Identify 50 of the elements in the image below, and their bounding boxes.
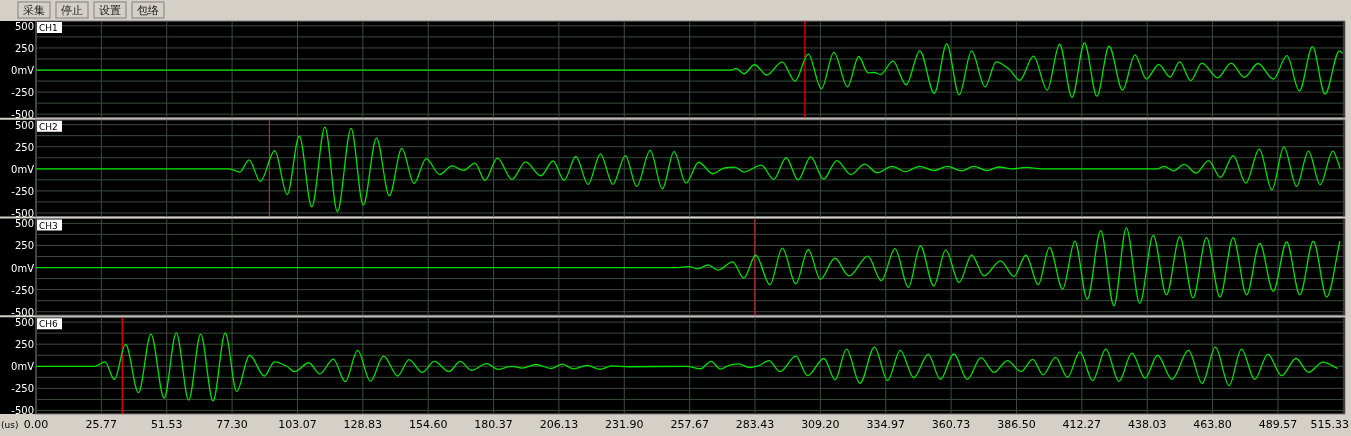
x-tick-label: 360.73 bbox=[931, 418, 971, 431]
x-tick-label: 103.07 bbox=[278, 418, 317, 431]
x-tick-label: 77.30 bbox=[216, 418, 248, 431]
x-tick-label: 515.33 bbox=[1310, 418, 1349, 431]
y-tick-label: 0mV bbox=[11, 163, 35, 175]
y-tick-label: 0mV bbox=[11, 65, 35, 77]
chart-title: CH1 bbox=[39, 23, 58, 33]
x-tick-label: 412.27 bbox=[1062, 418, 1102, 431]
y-tick-label: 250 bbox=[14, 42, 34, 54]
x-tick-label: 231.90 bbox=[605, 418, 644, 431]
x-tick-label: 463.80 bbox=[1193, 418, 1232, 431]
text: 包络 bbox=[137, 4, 159, 17]
y-tick-label: -250 bbox=[11, 87, 34, 99]
y-tick-label: 500 bbox=[14, 20, 34, 32]
chart-title: CH2 bbox=[39, 121, 58, 132]
y-tick-label: -500 bbox=[11, 207, 34, 219]
y-tick-label: 250 bbox=[14, 339, 34, 351]
y-tick-label: 0mV bbox=[11, 262, 35, 274]
text: 停止 bbox=[61, 4, 83, 17]
x-tick-label: 283.43 bbox=[735, 418, 775, 431]
x-axis-title: (us) bbox=[1, 420, 19, 430]
x-tick-label: 25.77 bbox=[85, 418, 118, 431]
x-tick-label: 334.97 bbox=[866, 418, 906, 431]
y-tick-label: 500 bbox=[14, 218, 34, 230]
x-tick-label: 438.03 bbox=[1127, 418, 1167, 431]
x-tick-label: 489.57 bbox=[1258, 418, 1298, 431]
y-tick-label: -250 bbox=[11, 383, 34, 395]
x-tick-label: 386.50 bbox=[997, 418, 1036, 431]
x-tick-label: 206.13 bbox=[539, 418, 579, 431]
chart-title: CH6 bbox=[39, 319, 59, 330]
y-tick-label: -250 bbox=[11, 185, 34, 197]
x-tick-label: 309.20 bbox=[801, 418, 840, 431]
y-tick-label: 500 bbox=[14, 317, 34, 329]
x-tick-label: 154.60 bbox=[408, 418, 448, 431]
y-tick-label: 0mV bbox=[11, 361, 35, 373]
x-tick-label: 128.83 bbox=[343, 418, 383, 431]
y-tick-label: 250 bbox=[14, 240, 34, 252]
y-tick-label: -500 bbox=[11, 405, 34, 417]
y-tick-label: 500 bbox=[14, 119, 34, 131]
y-tick-label: -500 bbox=[11, 109, 34, 121]
y-tick-label: 250 bbox=[14, 141, 34, 153]
x-tick-label: 51.53 bbox=[150, 418, 183, 431]
x-tick-label: 0.00 bbox=[23, 418, 49, 431]
y-tick-label: -500 bbox=[11, 306, 34, 318]
x-tick-label: 180.37 bbox=[474, 418, 513, 431]
text: 采集 bbox=[23, 4, 45, 17]
chart-title: CH3 bbox=[39, 220, 58, 231]
x-tick-label: 257.67 bbox=[670, 418, 709, 431]
text: 设置 bbox=[99, 4, 121, 17]
y-tick-label: -250 bbox=[11, 284, 34, 296]
